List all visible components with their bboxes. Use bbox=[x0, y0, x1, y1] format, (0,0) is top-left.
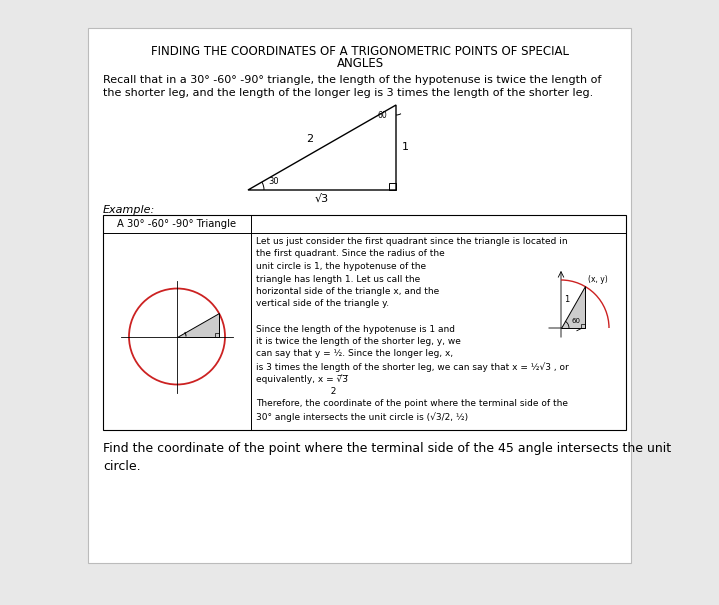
Text: unit circle is 1, the hypotenuse of the: unit circle is 1, the hypotenuse of the bbox=[256, 262, 426, 271]
Polygon shape bbox=[177, 313, 219, 336]
Text: vertical side of the triangle y.: vertical side of the triangle y. bbox=[256, 299, 389, 309]
Bar bbox=[214, 333, 219, 336]
Bar bbox=[88, 28, 631, 563]
Text: it is twice the length of the shorter leg, y, we: it is twice the length of the shorter le… bbox=[256, 337, 461, 346]
Text: can say that y = ½. Since the longer leg, x,: can say that y = ½. Since the longer leg… bbox=[256, 350, 453, 359]
Text: equivalently, x = √̅3̅: equivalently, x = √̅3̅ bbox=[256, 374, 348, 384]
Polygon shape bbox=[561, 286, 585, 328]
Text: horizontal side of the triangle x, and the: horizontal side of the triangle x, and t… bbox=[256, 287, 439, 296]
Text: Since the length of the hypotenuse is 1 and: Since the length of the hypotenuse is 1 … bbox=[256, 324, 455, 333]
Text: ANGLES: ANGLES bbox=[336, 57, 383, 70]
Text: 60: 60 bbox=[377, 111, 387, 120]
Text: 2: 2 bbox=[306, 134, 313, 143]
Bar bbox=[389, 183, 396, 190]
Text: triangle has length 1. Let us call the: triangle has length 1. Let us call the bbox=[256, 275, 420, 284]
Text: 30: 30 bbox=[268, 177, 279, 186]
Text: (x, y): (x, y) bbox=[588, 275, 608, 284]
Text: 60: 60 bbox=[571, 318, 580, 324]
Text: Therefore, the coordinate of the point where the terminal side of the: Therefore, the coordinate of the point w… bbox=[256, 399, 568, 408]
Text: 30° angle intersects the unit circle is (√3/2, ½): 30° angle intersects the unit circle is … bbox=[256, 412, 468, 422]
Text: Recall that in a 30° -60° -90° triangle, the length of the hypotenuse is twice t: Recall that in a 30° -60° -90° triangle,… bbox=[103, 75, 601, 98]
Bar bbox=[581, 324, 585, 328]
Text: 2: 2 bbox=[256, 387, 336, 396]
Bar bbox=[103, 215, 626, 430]
Text: FINDING THE COORDINATES OF A TRIGONOMETRIC POINTS OF SPECIAL: FINDING THE COORDINATES OF A TRIGONOMETR… bbox=[151, 45, 569, 58]
Text: Find the coordinate of the point where the terminal side of the 45 angle interse: Find the coordinate of the point where t… bbox=[103, 442, 671, 473]
Text: A 30° -60° -90° Triangle: A 30° -60° -90° Triangle bbox=[117, 219, 237, 229]
Text: √3: √3 bbox=[315, 194, 329, 204]
Text: the first quadrant. Since the radius of the: the first quadrant. Since the radius of … bbox=[256, 249, 445, 258]
Text: is 3 times the length of the shorter leg, we can say that x = ½√3 , or: is 3 times the length of the shorter leg… bbox=[256, 362, 569, 371]
Text: Example:: Example: bbox=[103, 205, 155, 215]
Text: 1: 1 bbox=[564, 295, 569, 304]
Text: Let us just consider the first quadrant since the triangle is located in: Let us just consider the first quadrant … bbox=[256, 237, 567, 246]
Text: 1: 1 bbox=[402, 143, 409, 152]
